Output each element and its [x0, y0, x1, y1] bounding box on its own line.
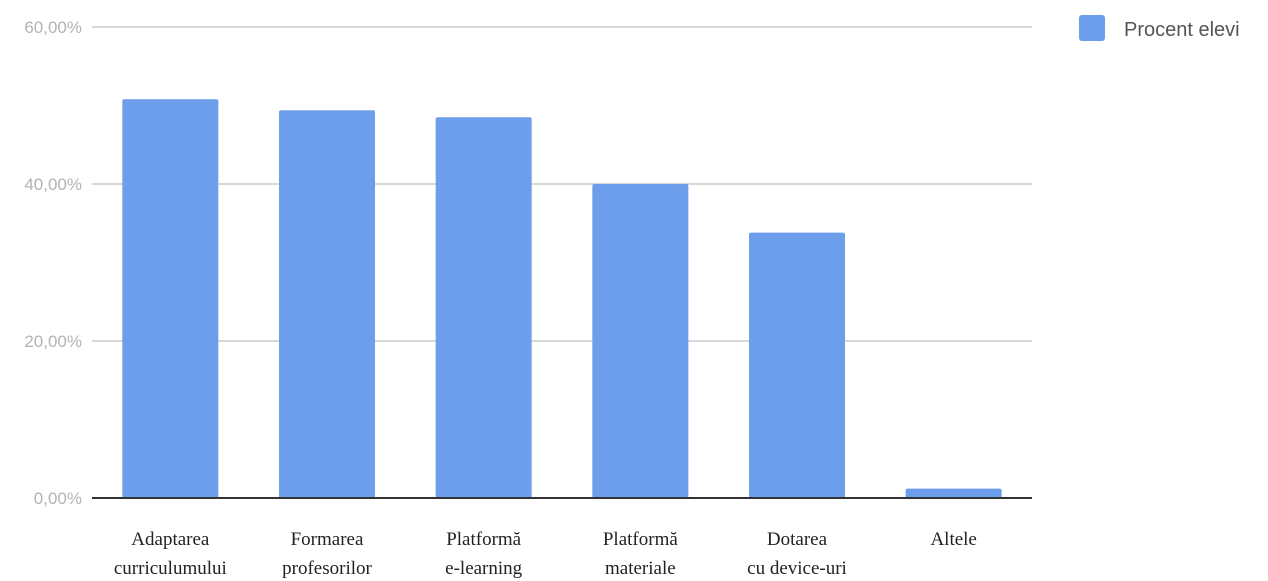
bar — [749, 232, 845, 499]
x-tick-label-line: materiale — [605, 558, 676, 579]
x-tick-label-line: profesorilor — [282, 558, 372, 579]
bar — [905, 488, 1002, 498]
x-tick-label-line: Platformă — [446, 529, 521, 550]
legend-swatch — [1079, 15, 1105, 41]
y-tick-label: 60,00% — [24, 18, 82, 37]
x-tick-label: Altele — [930, 529, 976, 550]
y-tick-label: 20,00% — [24, 332, 82, 351]
bars — [122, 99, 1002, 499]
y-tick-label: 0,00% — [34, 489, 82, 508]
x-tick-label: Formarea profesorilor — [282, 529, 372, 579]
x-tick-label: Platformă materiale — [603, 529, 678, 579]
legend: Procent elevi — [1079, 15, 1240, 41]
x-tick-label: Platformă e-learning — [445, 529, 523, 579]
x-tick-label-line: Adaptarea — [131, 529, 210, 550]
x-tick-label-line: curriculumului — [114, 558, 227, 579]
x-tick-label-line: e-learning — [445, 558, 523, 579]
x-axis-ticks: Adaptarea curriculumului Formarea profesori… — [114, 529, 977, 579]
x-tick-label-line: Formarea — [291, 529, 364, 550]
x-tick-label-line: Altele — [930, 529, 976, 550]
bar — [592, 184, 689, 498]
y-tick-label: 40,00% — [24, 175, 82, 194]
bar — [122, 99, 219, 498]
bar — [435, 117, 532, 499]
gridlines — [92, 26, 1032, 342]
x-tick-label-line: Dotarea — [767, 529, 828, 550]
y-axis-ticks: 0,00% 20,00% 40,00% 60,00% — [24, 18, 82, 508]
x-tick-label: Adaptarea curriculumului — [114, 529, 227, 579]
bar — [279, 110, 375, 499]
legend-label: Procent elevi — [1124, 19, 1240, 41]
x-tick-label-line: Platformă — [603, 529, 678, 550]
x-tick-label: Dotarea cu device-uri — [747, 529, 847, 579]
x-tick-label-line: cu device-uri — [747, 558, 847, 579]
